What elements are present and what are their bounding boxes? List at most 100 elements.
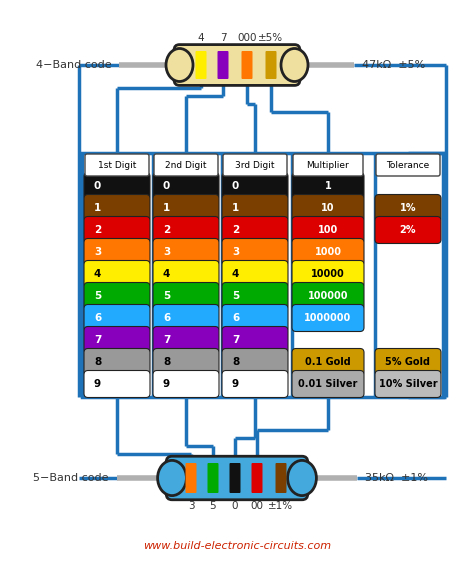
Text: 6: 6: [94, 313, 101, 323]
Text: 0.1 Gold: 0.1 Gold: [305, 357, 351, 367]
FancyBboxPatch shape: [229, 463, 240, 493]
Text: 35kΩ  ±1%: 35kΩ ±1%: [365, 473, 428, 483]
Text: 1: 1: [94, 203, 101, 213]
FancyBboxPatch shape: [222, 370, 288, 398]
FancyBboxPatch shape: [218, 51, 228, 79]
Text: 2: 2: [94, 225, 101, 235]
FancyBboxPatch shape: [292, 370, 364, 398]
Text: 1000000: 1000000: [304, 313, 352, 323]
Ellipse shape: [281, 48, 308, 81]
Text: 10000: 10000: [311, 269, 345, 279]
Text: 1: 1: [232, 203, 239, 213]
Text: 5: 5: [94, 291, 101, 301]
Text: 8: 8: [163, 357, 170, 367]
Text: 3: 3: [188, 501, 194, 511]
FancyBboxPatch shape: [195, 51, 207, 79]
FancyBboxPatch shape: [154, 154, 218, 176]
Ellipse shape: [166, 48, 193, 81]
Text: 7: 7: [94, 335, 101, 345]
Text: 1%: 1%: [400, 203, 416, 213]
FancyBboxPatch shape: [153, 173, 219, 199]
FancyBboxPatch shape: [292, 216, 364, 244]
FancyBboxPatch shape: [275, 463, 286, 493]
FancyBboxPatch shape: [153, 216, 219, 244]
FancyBboxPatch shape: [174, 45, 300, 85]
FancyBboxPatch shape: [166, 456, 308, 500]
FancyBboxPatch shape: [84, 194, 150, 222]
FancyBboxPatch shape: [375, 370, 441, 398]
FancyBboxPatch shape: [222, 349, 288, 375]
FancyBboxPatch shape: [153, 261, 219, 287]
Text: 3: 3: [94, 247, 101, 257]
Text: Tolerance: Tolerance: [386, 161, 429, 169]
Text: 4: 4: [232, 269, 239, 279]
Text: 1000: 1000: [315, 247, 341, 257]
Text: 9: 9: [163, 379, 170, 389]
FancyBboxPatch shape: [153, 239, 219, 265]
FancyBboxPatch shape: [292, 173, 364, 199]
FancyBboxPatch shape: [375, 349, 441, 375]
FancyBboxPatch shape: [376, 154, 440, 176]
FancyBboxPatch shape: [223, 154, 287, 176]
Text: 0.01 Silver: 0.01 Silver: [298, 379, 358, 389]
Text: 5% Gold: 5% Gold: [385, 357, 430, 367]
FancyBboxPatch shape: [84, 261, 150, 287]
Text: 2: 2: [232, 225, 239, 235]
FancyBboxPatch shape: [84, 173, 150, 199]
Text: 5: 5: [163, 291, 170, 301]
FancyBboxPatch shape: [185, 463, 197, 493]
FancyBboxPatch shape: [265, 51, 276, 79]
FancyBboxPatch shape: [292, 304, 364, 332]
Text: 0: 0: [232, 501, 238, 511]
Text: 4: 4: [94, 269, 101, 279]
FancyBboxPatch shape: [222, 304, 288, 332]
FancyBboxPatch shape: [375, 216, 441, 244]
Text: 5−Band code: 5−Band code: [34, 473, 109, 483]
Text: 2: 2: [163, 225, 170, 235]
Text: ±5%: ±5%: [258, 33, 283, 43]
Text: 0: 0: [163, 181, 170, 191]
FancyBboxPatch shape: [241, 51, 253, 79]
FancyBboxPatch shape: [222, 216, 288, 244]
FancyBboxPatch shape: [222, 261, 288, 287]
Text: 4−Band code: 4−Band code: [36, 60, 111, 70]
Text: 7: 7: [219, 33, 226, 43]
Text: 1: 1: [325, 181, 331, 191]
Text: 8: 8: [232, 357, 239, 367]
FancyBboxPatch shape: [222, 282, 288, 310]
FancyBboxPatch shape: [153, 370, 219, 398]
FancyBboxPatch shape: [84, 370, 150, 398]
FancyBboxPatch shape: [292, 194, 364, 222]
Text: 47kΩ  ±5%: 47kΩ ±5%: [363, 60, 426, 70]
Text: www.build-electronic-circuits.com: www.build-electronic-circuits.com: [143, 541, 331, 551]
Text: 0: 0: [94, 181, 101, 191]
Text: 100: 100: [318, 225, 338, 235]
FancyBboxPatch shape: [153, 194, 219, 222]
Text: 2nd Digit: 2nd Digit: [165, 161, 207, 169]
FancyBboxPatch shape: [84, 216, 150, 244]
Text: 5: 5: [210, 501, 216, 511]
FancyBboxPatch shape: [153, 282, 219, 310]
FancyBboxPatch shape: [84, 349, 150, 375]
Text: 10: 10: [321, 203, 335, 213]
Text: 3: 3: [232, 247, 239, 257]
FancyBboxPatch shape: [222, 173, 288, 199]
Text: 7: 7: [163, 335, 170, 345]
FancyBboxPatch shape: [84, 239, 150, 265]
Text: 8: 8: [94, 357, 101, 367]
FancyBboxPatch shape: [153, 349, 219, 375]
Text: 5: 5: [232, 291, 239, 301]
Text: 2%: 2%: [400, 225, 416, 235]
FancyBboxPatch shape: [84, 327, 150, 353]
Ellipse shape: [288, 461, 317, 496]
FancyBboxPatch shape: [292, 349, 364, 375]
Text: Multiplier: Multiplier: [307, 161, 349, 169]
Text: 4: 4: [198, 33, 204, 43]
FancyBboxPatch shape: [84, 304, 150, 332]
FancyBboxPatch shape: [153, 304, 219, 332]
Text: 1: 1: [163, 203, 170, 213]
Text: 00: 00: [250, 501, 264, 511]
FancyBboxPatch shape: [85, 154, 149, 176]
Text: 6: 6: [163, 313, 170, 323]
Text: 10% Silver: 10% Silver: [379, 379, 438, 389]
